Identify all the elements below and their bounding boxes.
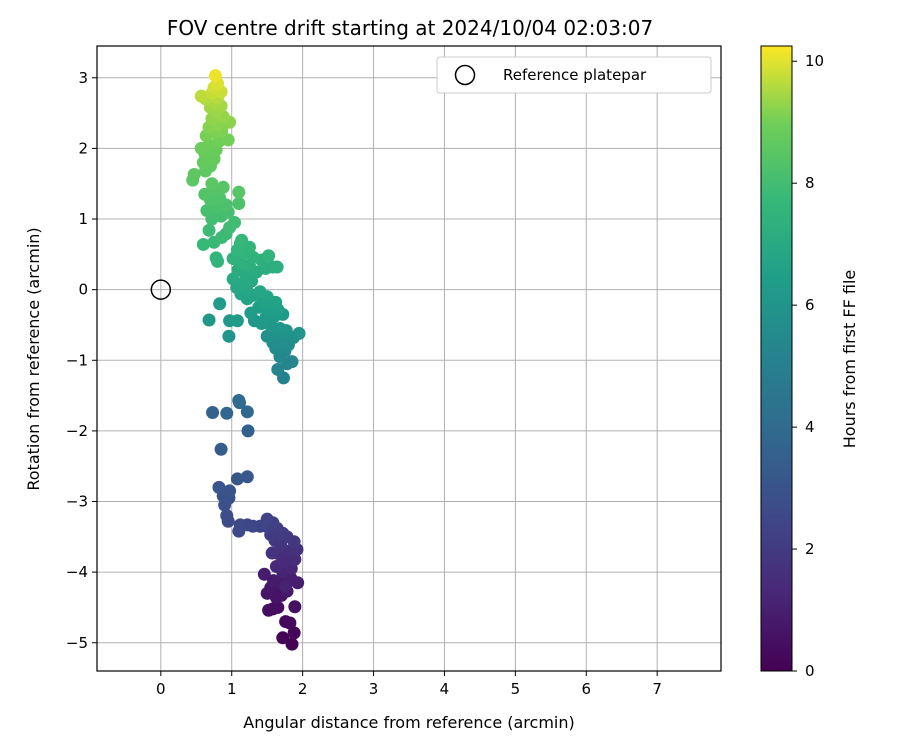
scatter-point [208,69,222,83]
y-tick-label: −2 [66,422,88,440]
x-tick-label: 1 [227,680,237,698]
x-tick-label: 0 [156,680,166,698]
y-tick-label: 3 [78,69,88,87]
scatter-point [232,185,246,199]
scatter-point [194,89,208,103]
scatter-point [240,405,254,419]
x-axis-ticks: 0 1 2 3 4 5 6 7 [156,671,662,698]
colorbar-gradient [760,45,793,672]
scatter-point [287,626,301,640]
x-tick-label: 3 [369,680,379,698]
scatter-point [285,355,299,369]
scatter-point [240,470,254,484]
scatter-point [257,567,271,581]
scatter-point [214,442,228,456]
scatter-point [187,168,201,182]
x-tick-label: 2 [298,680,308,698]
scatter-point [230,314,244,328]
scatter-point [223,484,237,498]
x-tick-label: 5 [511,680,521,698]
x-tick-label: 6 [581,680,591,698]
scatter-point [262,249,276,263]
reference-point-marker [150,279,172,300]
colorbar-tick-label: 8 [805,174,815,192]
y-axis-label: Rotation from reference (arcmin) [24,227,43,490]
scatter-point [253,285,267,299]
y-tick-label: −1 [66,351,88,369]
scatter-point [228,216,242,230]
scatter-point [220,509,234,523]
scatter-point [285,637,299,651]
scatter-point [262,603,276,617]
legend: Reference platepar [436,56,712,94]
scatter-point [267,574,281,588]
scatter-point [241,424,255,438]
scatter-point [221,133,235,147]
scatter-point [232,394,246,408]
scatter-point [196,237,210,251]
data-points [186,69,306,651]
scatter-point [232,196,246,210]
scatter-point [206,406,220,420]
scatter-point [265,546,279,560]
colorbar-label: Hours from first FF file [840,270,859,449]
scatter-point [230,472,244,486]
scatter-point [216,180,230,194]
scatter-point [276,631,290,645]
plot-frame [96,45,722,672]
scatter-point [235,233,249,247]
chart-title: FOV centre drift starting at 2024/10/04 … [167,16,653,40]
scatter-point [283,616,297,630]
scatter-point [288,600,302,614]
y-tick-label: −5 [66,634,88,652]
scatter-point [292,326,306,340]
y-tick-label: 0 [78,281,88,299]
scatter-point [202,313,216,327]
y-tick-label: −4 [66,563,88,581]
y-tick-label: 2 [78,139,88,157]
scatter-point [213,297,227,311]
colorbar-tick-label: 2 [805,540,815,558]
y-tick-label: 1 [78,210,88,228]
scatter-point [270,260,284,274]
colorbar: 0 2 4 6 8 10 Hours from first FF file [760,45,859,680]
scatter-point [209,251,223,265]
scatter-point [232,524,246,538]
colorbar-ticks: 0 2 4 6 8 10 [792,52,824,680]
legend-marker-icon [454,64,476,86]
y-tick-label: −3 [66,493,88,511]
scatter-point [220,406,234,420]
colorbar-tick-label: 10 [805,52,824,70]
scatter-point [205,177,219,191]
x-axis-label: Angular distance from reference (arcmin) [243,713,574,732]
scatter-point [279,579,293,593]
y-axis-ticks: 3 2 1 0 −1 −2 −3 −4 −5 [66,69,97,652]
grid-lines [97,46,721,671]
scatter-point [202,223,216,237]
scatter-point [212,480,226,494]
colorbar-tick-label: 0 [805,662,815,680]
colorbar-tick-label: 4 [805,418,815,436]
x-tick-label: 4 [440,680,450,698]
legend-box [436,56,712,94]
x-tick-label: 7 [652,680,662,698]
scatter-point [222,329,236,343]
plot-area [96,45,722,672]
colorbar-tick-label: 6 [805,296,815,314]
legend-entry-label: Reference platepar [503,66,647,84]
